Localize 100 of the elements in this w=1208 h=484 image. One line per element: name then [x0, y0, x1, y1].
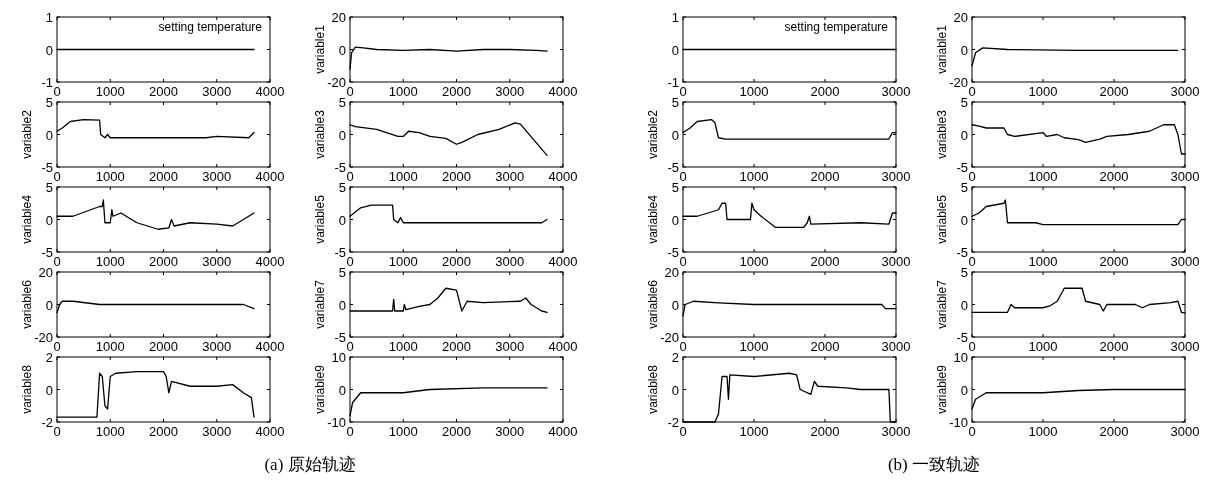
x-tick-label: 4000: [548, 169, 578, 184]
x-tick-label: 3000: [881, 424, 911, 439]
y-tick-label: 2: [671, 350, 679, 365]
x-tick-label: 1000: [739, 424, 769, 439]
x-tick-label: 1000: [1028, 169, 1058, 184]
y-tick-label: 1: [45, 10, 53, 25]
y-tick-label: 0: [45, 42, 53, 58]
y-tick-label: -20: [949, 75, 968, 90]
x-tick-label: 1000: [739, 339, 769, 354]
annotation: setting temperature: [158, 20, 263, 34]
y-tick-label: 0: [45, 212, 53, 228]
x-tick-label: 2000: [810, 84, 840, 99]
y-tick-label: 0: [338, 212, 346, 228]
x-tick-label: 1000: [388, 84, 418, 99]
x-tick-label: 4000: [255, 169, 285, 184]
x-tick-label: 4000: [255, 424, 285, 439]
x-tick-label: 2000: [810, 339, 840, 354]
x-tick-label: 2000: [149, 169, 178, 184]
x-tick-label: 4000: [255, 339, 285, 354]
x-tick-label: 1000: [739, 254, 769, 269]
y-tick-label: -10: [327, 415, 346, 430]
y-tick-label: -5: [956, 330, 968, 345]
y-axis-title: variable4: [646, 194, 660, 244]
x-tick-label: 3000: [881, 339, 911, 354]
y-tick-label: 2: [45, 350, 53, 365]
x-tick-label: 1000: [739, 169, 769, 184]
x-tick-label: 4000: [548, 84, 578, 99]
x-tick-label: 4000: [548, 424, 578, 439]
y-tick-label: 0: [338, 42, 346, 58]
y-tick-label: 0: [671, 42, 679, 58]
x-tick-label: 2000: [442, 339, 471, 354]
y-tick-label: -1: [667, 75, 679, 90]
x-tick-label: 3000: [1170, 254, 1200, 269]
y-tick-label: 0: [338, 297, 346, 313]
y-tick-label: 20: [38, 265, 53, 280]
x-tick-label: 2000: [1099, 84, 1129, 99]
y-axis-title: variable6: [20, 279, 34, 329]
y-tick-label: 0: [960, 382, 968, 398]
y-tick-label: 5: [45, 95, 53, 110]
x-tick-label: 2000: [810, 424, 840, 439]
y-tick-label: -5: [956, 245, 968, 260]
y-tick-label: 5: [671, 95, 679, 110]
x-tick-label: 4000: [548, 254, 578, 269]
x-tick-label: 1000: [388, 254, 418, 269]
x-tick-label: 2000: [149, 339, 178, 354]
y-axis-title: variable7: [935, 279, 949, 329]
x-tick-label: 1000: [388, 169, 418, 184]
y-tick-label: 0: [338, 382, 346, 398]
annotation: setting temperature: [784, 20, 889, 34]
y-tick-label: -10: [949, 415, 968, 430]
y-axis-title: variable6: [646, 279, 660, 329]
y-tick-label: 0: [960, 297, 968, 313]
x-tick-label: 1000: [1028, 339, 1058, 354]
y-tick-label: 0: [960, 42, 968, 58]
x-tick-label: 2000: [442, 169, 471, 184]
y-tick-label: 0: [671, 127, 679, 143]
x-tick-label: 2000: [442, 84, 471, 99]
x-tick-label: 3000: [202, 84, 232, 99]
y-tick-label: 0: [671, 382, 679, 398]
x-tick-label: 1000: [95, 84, 125, 99]
x-tick-label: 3000: [881, 84, 911, 99]
x-tick-label: 1000: [95, 169, 125, 184]
y-tick-label: 0: [960, 127, 968, 143]
y-tick-label: 0: [960, 212, 968, 228]
text: (a) 原始轨迹: [264, 455, 356, 474]
y-axis-title: variable1: [935, 24, 949, 74]
y-tick-label: 10: [331, 350, 346, 365]
y-tick-label: 5: [960, 95, 968, 110]
y-tick-label: -2: [41, 415, 53, 430]
x-tick-label: 3000: [495, 84, 525, 99]
x-tick-label: 2000: [1099, 424, 1129, 439]
y-axis-title: variable5: [313, 194, 327, 244]
y-axis-title: variable2: [646, 109, 660, 159]
x-tick-label: 1000: [1028, 84, 1058, 99]
y-tick-label: -5: [334, 245, 346, 260]
x-tick-label: 1000: [388, 424, 418, 439]
y-tick-label: -20: [660, 330, 679, 345]
y-tick-label: -5: [667, 160, 679, 175]
x-tick-label: 3000: [495, 169, 525, 184]
y-tick-label: -20: [327, 75, 346, 90]
y-axis-title: variable4: [20, 194, 34, 244]
y-axis-title: variable7: [313, 279, 327, 329]
y-tick-label: 0: [45, 382, 53, 398]
y-tick-label: 0: [45, 127, 53, 143]
y-tick-label: 5: [338, 95, 346, 110]
y-tick-label: -5: [667, 245, 679, 260]
y-tick-label: 5: [338, 265, 346, 280]
x-tick-label: 3000: [202, 339, 232, 354]
x-tick-label: 3000: [495, 339, 525, 354]
x-tick-label: 3000: [881, 169, 911, 184]
y-tick-label: 20: [331, 10, 346, 25]
y-tick-label: 5: [960, 265, 968, 280]
x-tick-label: 1000: [1028, 424, 1058, 439]
y-tick-label: 5: [45, 180, 53, 195]
y-axis-title: variable2: [20, 109, 34, 159]
x-tick-label: 2000: [1099, 169, 1129, 184]
x-tick-label: 2000: [810, 254, 840, 269]
x-tick-label: 3000: [202, 254, 232, 269]
x-tick-label: 1000: [95, 424, 125, 439]
x-tick-label: 3000: [202, 169, 232, 184]
